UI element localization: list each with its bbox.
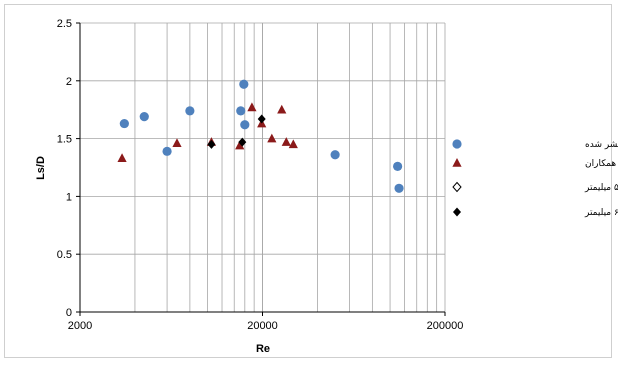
series-2-point bbox=[281, 137, 291, 146]
legend-label-2: نتایج زنگ و همکاران bbox=[585, 157, 618, 169]
legend-label-4: نتایج مربوط به قطر ۶۰ میلیمتر bbox=[584, 208, 618, 218]
series-4-point bbox=[207, 139, 216, 149]
series-2-point bbox=[267, 133, 277, 143]
chart-frame bbox=[4, 4, 612, 358]
series-1-point bbox=[394, 183, 404, 193]
legend-marker-2 bbox=[452, 158, 462, 167]
legend: نتایج منتشر شده نتایج زنگ و همکاران نتایج … bbox=[452, 139, 618, 218]
legend-marker-1 bbox=[452, 139, 462, 149]
y-tick-label: 0.5 bbox=[57, 249, 72, 261]
series-2-point bbox=[172, 138, 182, 148]
series-1-point bbox=[162, 146, 172, 156]
y-tick-label: 1.5 bbox=[57, 134, 72, 146]
legend-label-1: نتایج منتشر شده bbox=[585, 140, 618, 150]
series-1-point bbox=[185, 106, 195, 116]
series-2-point bbox=[288, 139, 298, 149]
tick-labels: 0 0.5 1 1.5 2 2.5 2000 20000 200000 bbox=[57, 18, 464, 332]
series-1-point bbox=[240, 120, 250, 130]
legend-marker-3 bbox=[452, 181, 462, 193]
series-2-point bbox=[247, 102, 257, 112]
y-tick-label: 2 bbox=[66, 76, 72, 88]
x-tick-label: 2000 bbox=[68, 320, 92, 332]
grid-lines bbox=[79, 22, 446, 313]
x-axis-title: Re bbox=[256, 343, 270, 355]
data-points bbox=[117, 79, 404, 193]
series-1-point bbox=[239, 79, 249, 89]
x-tick-label: 20000 bbox=[247, 320, 278, 332]
legend-marker-4 bbox=[453, 207, 461, 217]
series-2-point bbox=[117, 153, 127, 163]
series-1-point bbox=[330, 150, 340, 160]
series-4-point bbox=[238, 137, 247, 147]
y-tick-label: 0 bbox=[66, 307, 72, 319]
legend-label-3: نتایج مربوط به قطر ۵۰ میلیمتر bbox=[584, 183, 618, 193]
series-1-point bbox=[393, 161, 403, 171]
y-tick-label: 1 bbox=[66, 191, 72, 203]
x-tick-label: 200000 bbox=[427, 320, 464, 332]
series-1-point bbox=[139, 112, 149, 122]
series-2-point bbox=[277, 104, 287, 114]
series-4-point bbox=[257, 114, 266, 124]
series-1-point bbox=[236, 106, 246, 116]
series-1-point bbox=[119, 118, 129, 129]
series-2-point bbox=[235, 140, 245, 150]
y-axis-title: Ls/D bbox=[35, 156, 47, 180]
axes bbox=[76, 22, 446, 316]
y-tick-label: 2.5 bbox=[57, 18, 72, 30]
